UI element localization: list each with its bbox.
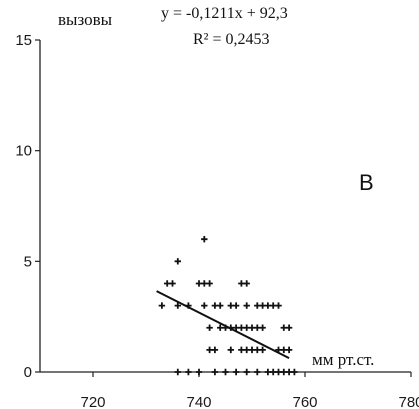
y-tick-label: 0 <box>24 364 32 381</box>
x-axis-title: мм рт.ст. <box>312 350 374 369</box>
data-point <box>169 280 176 287</box>
data-point <box>201 302 208 309</box>
x-tick-label: 720 <box>80 394 105 409</box>
data-point <box>285 346 293 354</box>
data-point <box>174 258 181 265</box>
data-point <box>206 280 213 287</box>
y-tick-label: 5 <box>24 253 32 270</box>
data-point <box>201 236 208 243</box>
data-point <box>206 324 213 331</box>
data-point <box>158 302 166 309</box>
y-axis-title: вызовы <box>58 10 113 29</box>
data-point <box>222 368 229 376</box>
trendline <box>156 290 290 360</box>
data-point <box>254 368 261 376</box>
data-point <box>275 302 282 309</box>
data-point <box>232 368 240 376</box>
data-point <box>211 346 219 354</box>
data-point <box>285 324 293 331</box>
x-tick-label: 760 <box>292 394 317 409</box>
y-tick-label: 15 <box>15 32 32 49</box>
y-tick-label: 10 <box>15 143 32 160</box>
x-tick-label: 780 <box>398 394 419 409</box>
data-point <box>211 368 219 376</box>
data-point <box>243 368 250 376</box>
data-point <box>232 302 240 309</box>
data-point <box>259 324 266 331</box>
data-point <box>243 280 250 287</box>
data-point <box>174 368 181 376</box>
data-point <box>185 302 192 309</box>
data-point <box>174 302 181 309</box>
plot-area: 0 5 10 15 720 740 760 780 <box>15 32 419 409</box>
data-point <box>185 368 192 376</box>
data-point <box>227 346 234 354</box>
panel-label: B <box>359 170 374 195</box>
trendline-r-squared: R² = 0,2453 <box>193 31 270 48</box>
data-point <box>217 302 224 309</box>
data-point <box>195 368 203 376</box>
x-tick-label: 740 <box>186 394 211 409</box>
trendline-equation: y = -0,1211x + 92,3 <box>161 5 288 22</box>
data-point <box>259 346 266 354</box>
data-point <box>243 302 250 309</box>
data-point <box>291 368 298 376</box>
